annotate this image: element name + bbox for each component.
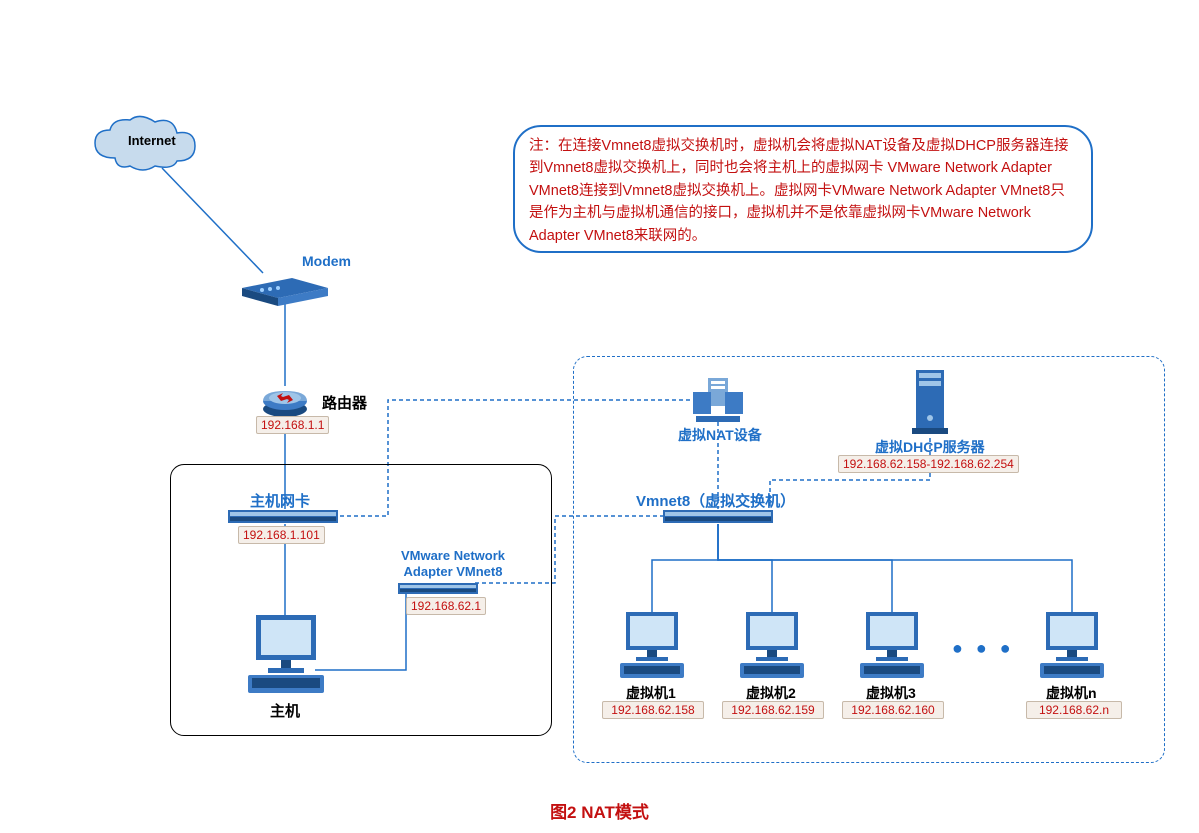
- vm2-ip: 192.168.62.159: [722, 701, 824, 719]
- figure-caption: 图2 NAT模式: [0, 798, 1199, 823]
- vm-ellipsis: ● ● ●: [952, 638, 1015, 659]
- vmn-ip: 192.168.62.n: [1026, 701, 1122, 719]
- vm-icons: [0, 0, 1199, 833]
- vm1-ip: 192.168.62.158: [602, 701, 704, 719]
- vm1-label: 虚拟机1: [626, 683, 676, 703]
- vm2-label: 虚拟机2: [746, 683, 796, 703]
- vmn-label: 虚拟机n: [1046, 683, 1097, 703]
- vm3-ip: 192.168.62.160: [842, 701, 944, 719]
- vm3-label: 虚拟机3: [866, 683, 916, 703]
